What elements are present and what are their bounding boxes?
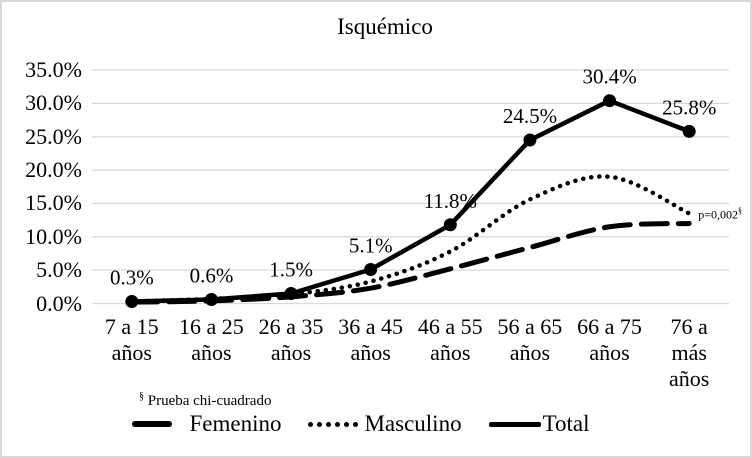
dotted-line-icon xyxy=(308,421,359,427)
y-tick-label: 25.0% xyxy=(25,123,82,149)
total-data-label: 11.8% xyxy=(424,189,477,213)
footnote-superscript: § xyxy=(139,391,144,402)
total-marker xyxy=(603,94,617,108)
y-tick-label: 5.0% xyxy=(36,257,82,283)
y-tick-label: 15.0% xyxy=(25,190,82,216)
x-tick-label: 66 a 75 años xyxy=(577,314,642,365)
legend-label: Masculino xyxy=(364,411,462,436)
total-marker xyxy=(443,218,457,232)
x-tick-label: 16 a 25 años xyxy=(179,314,244,365)
x-tick-label: 26 a 35 años xyxy=(258,314,324,365)
legend-item-femenino: Femenino xyxy=(132,408,281,440)
legend-item-total: Total xyxy=(488,408,590,440)
dashed-line-icon xyxy=(132,421,173,427)
solid-line-icon xyxy=(488,421,541,427)
footnote-text: Prueba chi-cuadrado xyxy=(147,393,272,409)
x-tick-label: 46 a 55 años xyxy=(417,314,483,365)
total-data-label: 24.5% xyxy=(503,104,557,128)
y-tick-label: 0.0% xyxy=(36,290,82,316)
series-masculino-line xyxy=(129,174,692,304)
legend-label: Total xyxy=(542,411,590,436)
total-data-label: 1.5% xyxy=(269,257,313,281)
y-tick-label: 30.0% xyxy=(25,90,82,116)
y-tick-label: 10.0% xyxy=(25,223,82,249)
total-marker xyxy=(125,294,139,308)
total-marker xyxy=(364,262,378,276)
x-tick-label: 36 a 45 años xyxy=(338,314,404,365)
total-data-label: 25.8% xyxy=(662,95,716,119)
x-tick-label: 76 a más años xyxy=(669,314,710,391)
total-data-label: 30.4% xyxy=(582,65,636,89)
legend-label: Femenino xyxy=(189,411,282,436)
total-data-label: 0.6% xyxy=(190,263,234,287)
total-marker xyxy=(284,286,298,300)
x-tick-label: 7 a 15 años xyxy=(104,314,159,365)
total-data-label: 5.1% xyxy=(349,233,393,257)
x-tick-label: 56 a 65 años xyxy=(497,314,563,365)
total-marker xyxy=(523,133,537,147)
total-data-label: 0.3% xyxy=(110,265,154,289)
series-total-line xyxy=(131,98,690,304)
total-marker xyxy=(682,124,696,138)
y-tick-label: 35.0% xyxy=(25,57,82,82)
y-tick-label: 20.0% xyxy=(25,157,82,183)
p-value-annotation: p=0,002§ xyxy=(698,206,742,221)
footnote: § Prueba chi-cuadrado xyxy=(139,388,271,410)
legend: Femenino Masculino Total xyxy=(2,408,750,440)
total-marker xyxy=(204,292,218,306)
legend-item-masculino: Masculino xyxy=(308,408,462,440)
chart-title: Isquémico xyxy=(337,14,433,39)
